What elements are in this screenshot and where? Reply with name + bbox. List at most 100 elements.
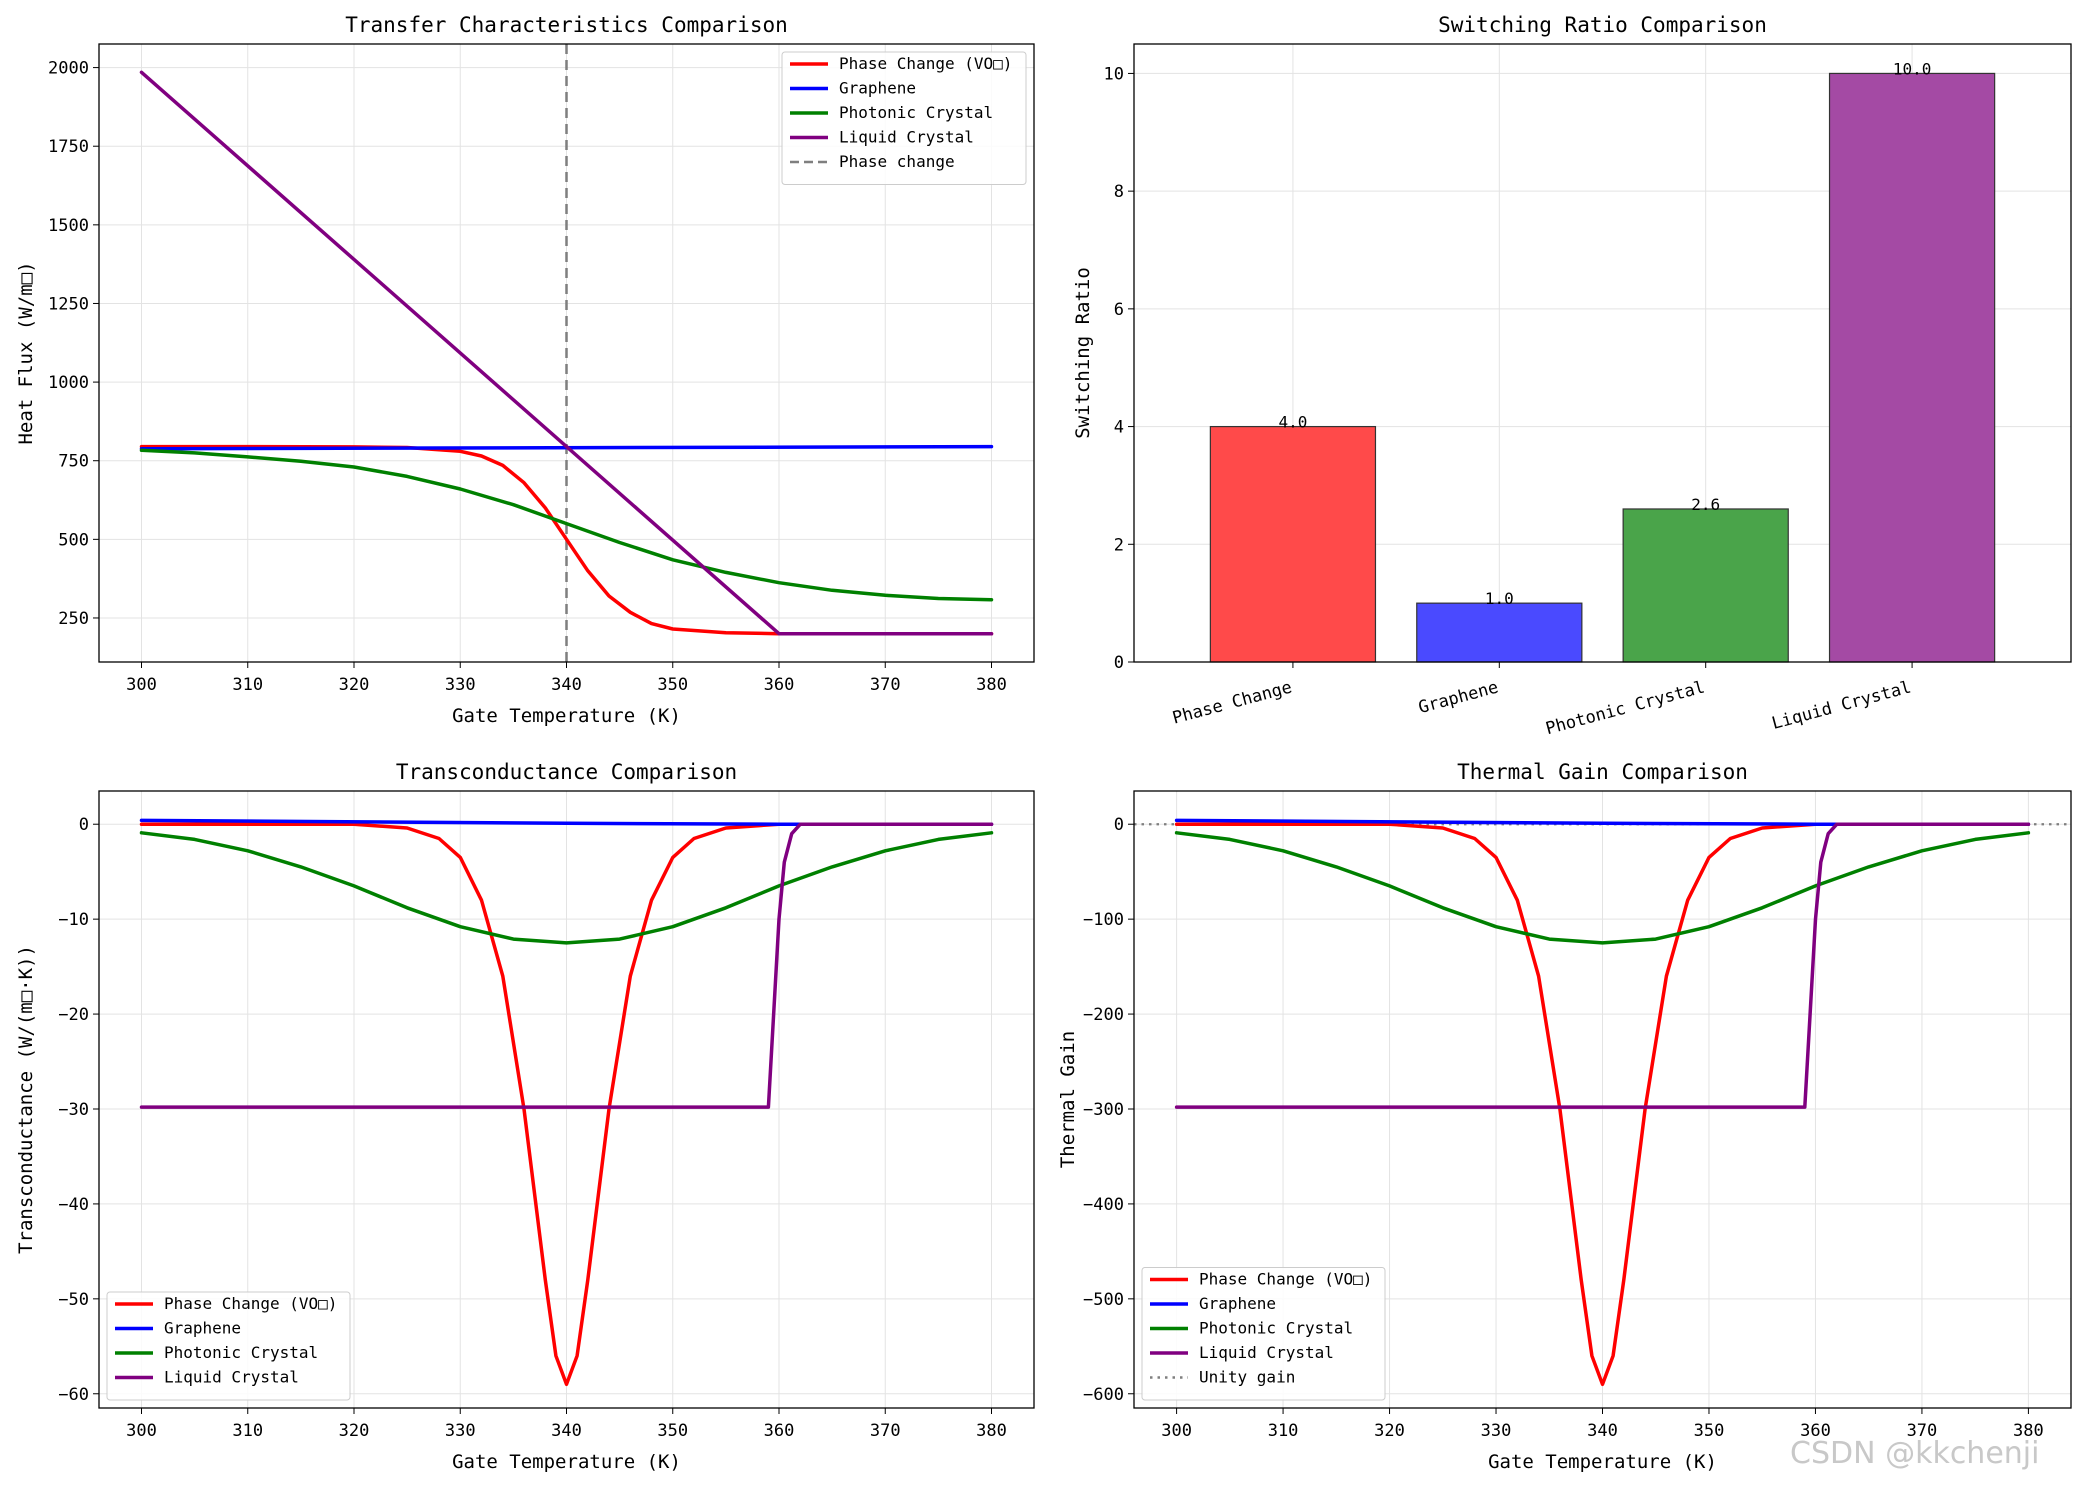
y-tick-label: −300 xyxy=(1083,1100,1124,1120)
y-tick-label: −50 xyxy=(58,1290,89,1310)
x-tick-label: 310 xyxy=(232,1421,263,1441)
x-tick-label: 370 xyxy=(870,1421,901,1441)
x-axis-label: Gate Temperature (K) xyxy=(452,1451,681,1473)
bar-photonic-crystal xyxy=(1622,508,1789,663)
x-tick-label: 350 xyxy=(657,1421,688,1441)
x-tick-label: 320 xyxy=(339,675,370,695)
y-tick-label: 0 xyxy=(79,815,89,835)
legend-label-photonic-crystal: Photonic Crystal xyxy=(839,103,993,122)
series-line-photonic-crystal xyxy=(1174,831,2031,945)
series-line-liquid-crystal xyxy=(139,822,994,1109)
x-tick-label: 320 xyxy=(1374,1421,1405,1441)
y-axis-label: Switching Ratio xyxy=(1072,267,1094,439)
legend: Phase Change (VO□) Graphene Photonic Cryst… xyxy=(1141,1267,1386,1401)
x-tick-label-phase-change: Phase Change xyxy=(1170,678,1294,729)
x-tick-label: 340 xyxy=(551,1421,582,1441)
series-line-photonic-crystal xyxy=(139,831,994,945)
legend-label-graphene: Graphene xyxy=(1199,1294,1276,1313)
x-axis-label: Gate Temperature (K) xyxy=(452,705,681,727)
plot-frame xyxy=(98,43,1035,663)
y-tick-label: 1250 xyxy=(48,294,89,314)
y-tick-label: −500 xyxy=(1083,1290,1124,1310)
bar-value-label-liquid-crystal: 10.0 xyxy=(1893,59,1932,78)
transfer-characteristics-panel: 300 310 320 330 340 350 360 370 380 250 500 750 1000… xyxy=(15,13,1035,727)
y-axis-label: Transconductance (W/(m□·K)) xyxy=(15,945,37,1254)
bar-graphene xyxy=(1416,602,1583,663)
x-tick-label: 320 xyxy=(339,1421,370,1441)
bar-liquid-crystal xyxy=(1828,72,1996,663)
x-tick-label: 350 xyxy=(657,675,688,695)
plot-frame xyxy=(1133,43,2072,663)
y-tick-label: −30 xyxy=(58,1100,89,1120)
y-tick-label: 500 xyxy=(58,530,89,550)
bar-value-label-phase-change: 4.0 xyxy=(1278,413,1307,432)
thermal-gain-panel: 300 310 320 330 340 350 360 370 380 0 −100 −200 −300… xyxy=(1057,760,2072,1473)
chart-title: Switching Ratio Comparison xyxy=(1438,13,1767,37)
legend: Phase Change (VO□) Graphene Photonic Cryst… xyxy=(781,51,1027,185)
legend-label-liquid-crystal: Liquid Crystal xyxy=(839,128,974,147)
legend-label-graphene: Graphene xyxy=(164,1319,241,1338)
legend-label-liquid-crystal: Liquid Crystal xyxy=(1199,1343,1334,1362)
series-line-phase-change-vo xyxy=(1174,822,2031,1387)
y-tick-label: 1500 xyxy=(48,216,89,236)
y-tick-label: −20 xyxy=(58,1005,89,1025)
y-tick-label: −40 xyxy=(58,1195,89,1215)
y-axis-label: Thermal Gain xyxy=(1057,1031,1079,1168)
x-tick-label: 330 xyxy=(445,675,476,695)
x-tick-label: 360 xyxy=(764,675,795,695)
y-tick-label: 1750 xyxy=(48,137,89,157)
y-tick-label: 2000 xyxy=(48,59,89,79)
legend-box xyxy=(781,51,1027,185)
y-tick-label: 4 xyxy=(1114,418,1124,438)
plot-frame xyxy=(1133,790,2072,1409)
legend-label-photonic-crystal: Photonic Crystal xyxy=(1199,1319,1353,1338)
x-tick-label: 380 xyxy=(976,675,1007,695)
x-tick-label-photonic-crystal: Photonic Crystal xyxy=(1544,678,1707,740)
y-tick-label: −10 xyxy=(58,910,89,930)
y-tick-label: 8 xyxy=(1114,182,1124,202)
bar-value-label-photonic-crystal: 2.6 xyxy=(1691,495,1720,514)
plot-frame xyxy=(98,790,1035,1409)
x-tick-label: 360 xyxy=(1800,1421,1831,1441)
y-tick-label: 750 xyxy=(58,452,89,472)
legend-label-photonic-crystal: Photonic Crystal xyxy=(164,1343,318,1362)
x-tick-label: 380 xyxy=(976,1421,1007,1441)
x-tick-label: 370 xyxy=(870,675,901,695)
y-tick-label: −100 xyxy=(1083,910,1124,930)
x-tick-label-liquid-crystal: Liquid Crystal xyxy=(1770,678,1914,734)
chart-title: Transfer Characteristics Comparison xyxy=(345,13,788,37)
y-tick-label: 1000 xyxy=(48,373,89,393)
y-tick-label: −400 xyxy=(1083,1195,1124,1215)
bar-phase-change xyxy=(1209,425,1377,663)
x-axis-label: Gate Temperature (K) xyxy=(1488,1451,1717,1473)
y-tick-label: 250 xyxy=(58,609,89,629)
legend-label-phase-change-vo: Phase Change (VO□) xyxy=(164,1294,337,1313)
legend-label-unity-gain: Unity gain xyxy=(1199,1368,1295,1387)
legend: Phase Change (VO□) Graphene Photonic Cryst… xyxy=(106,1291,351,1401)
y-tick-label: −200 xyxy=(1083,1005,1124,1025)
y-tick-label: 2 xyxy=(1114,535,1124,555)
series-line-liquid-crystal xyxy=(1174,822,2031,1109)
y-tick-label: 0 xyxy=(1114,815,1124,835)
chart-title: Transconductance Comparison xyxy=(396,760,737,784)
x-tick-label: 330 xyxy=(1481,1421,1512,1441)
legend-box xyxy=(106,1291,351,1401)
x-tick-label: 310 xyxy=(232,675,263,695)
legend-label-phase-change-vo: Phase Change (VO□) xyxy=(839,54,1012,73)
legend-label-phase-change: Phase change xyxy=(839,152,955,171)
y-tick-label: 0 xyxy=(1114,653,1124,673)
legend-label-phase-change-vo: Phase Change (VO□) xyxy=(1199,1270,1372,1289)
x-tick-label: 310 xyxy=(1268,1421,1299,1441)
switching-ratio-panel: 0 2 4 6 8 10 4.0 Phase Change 1.0 Graphene 2.6 Phot… xyxy=(1072,13,2072,740)
y-tick-label: 6 xyxy=(1114,300,1124,320)
series-line-photonic-crystal xyxy=(139,448,994,602)
series-line-liquid-crystal xyxy=(139,70,994,636)
x-tick-label: 340 xyxy=(1587,1421,1618,1441)
legend-label-graphene: Graphene xyxy=(839,79,916,98)
x-tick-label: 300 xyxy=(1161,1421,1192,1441)
x-tick-label: 380 xyxy=(2013,1421,2044,1441)
x-tick-label: 360 xyxy=(764,1421,795,1441)
y-tick-label: 10 xyxy=(1104,64,1124,84)
y-tick-label: −600 xyxy=(1083,1385,1124,1405)
